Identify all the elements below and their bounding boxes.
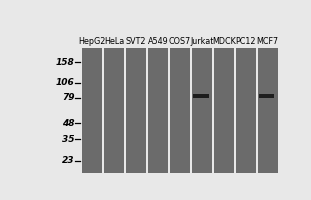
Bar: [192, 48, 212, 173]
Text: A549: A549: [147, 37, 168, 46]
Text: 35: 35: [62, 135, 75, 144]
Bar: [193, 94, 209, 98]
Bar: [236, 48, 256, 173]
Text: 158: 158: [56, 58, 75, 67]
Bar: [82, 48, 102, 173]
Text: 48: 48: [62, 119, 75, 128]
Bar: [170, 48, 190, 173]
Text: HepG2: HepG2: [78, 37, 106, 46]
Bar: [148, 48, 168, 173]
Text: SVT2: SVT2: [126, 37, 146, 46]
Text: 79: 79: [62, 93, 75, 102]
Text: 23: 23: [62, 156, 75, 165]
Text: HeLa: HeLa: [104, 37, 124, 46]
Text: 106: 106: [56, 78, 75, 87]
Text: MCF7: MCF7: [257, 37, 279, 46]
Text: MDCK: MDCK: [212, 37, 236, 46]
Text: Jurkat: Jurkat: [190, 37, 214, 46]
Bar: [259, 94, 274, 98]
Bar: [126, 48, 146, 173]
Text: PC12: PC12: [235, 37, 256, 46]
Bar: [104, 48, 124, 173]
Bar: [214, 48, 234, 173]
Bar: [258, 48, 278, 173]
Text: COS7: COS7: [169, 37, 191, 46]
